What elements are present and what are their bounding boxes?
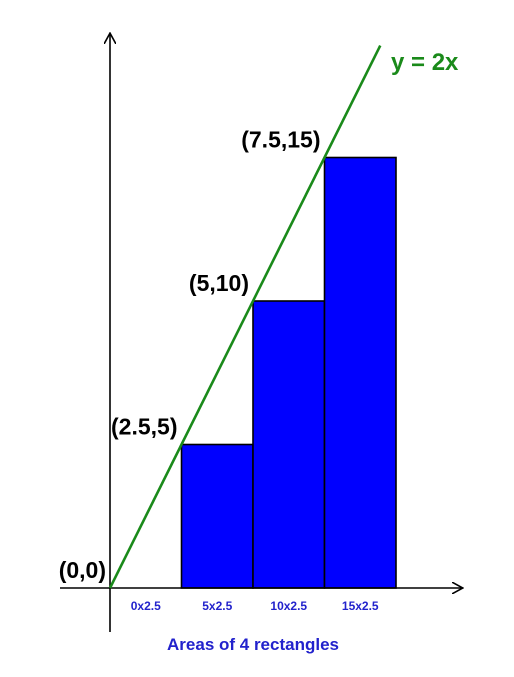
tick-labels-group: 0x2.5 5x2.5 10x2.5 15x2.5 xyxy=(131,599,379,613)
function-label: y = 2x xyxy=(391,49,459,76)
tick-label-2: 5x2.5 xyxy=(202,599,232,613)
rectangle-2 xyxy=(180,443,254,589)
function-line xyxy=(108,44,382,589)
chart-caption: Areas of 4 rectangles xyxy=(167,635,339,654)
tick-label-4: 15x2.5 xyxy=(342,599,379,613)
point-label-2: (2.5,5) xyxy=(111,414,177,440)
point-label-3: (5,10) xyxy=(189,270,249,296)
tick-label-3: 10x2.5 xyxy=(270,599,307,613)
rectangles-group xyxy=(180,156,397,589)
point-labels-group: (0,0) (2.5,5) (5,10) (7.5,15) xyxy=(59,127,321,584)
rectangle-3 xyxy=(252,300,326,589)
point-label-1: (0,0) xyxy=(59,557,106,583)
point-label-4: (7.5,15) xyxy=(241,127,320,153)
rectangle-4 xyxy=(323,156,397,589)
tick-label-1: 0x2.5 xyxy=(131,599,161,613)
